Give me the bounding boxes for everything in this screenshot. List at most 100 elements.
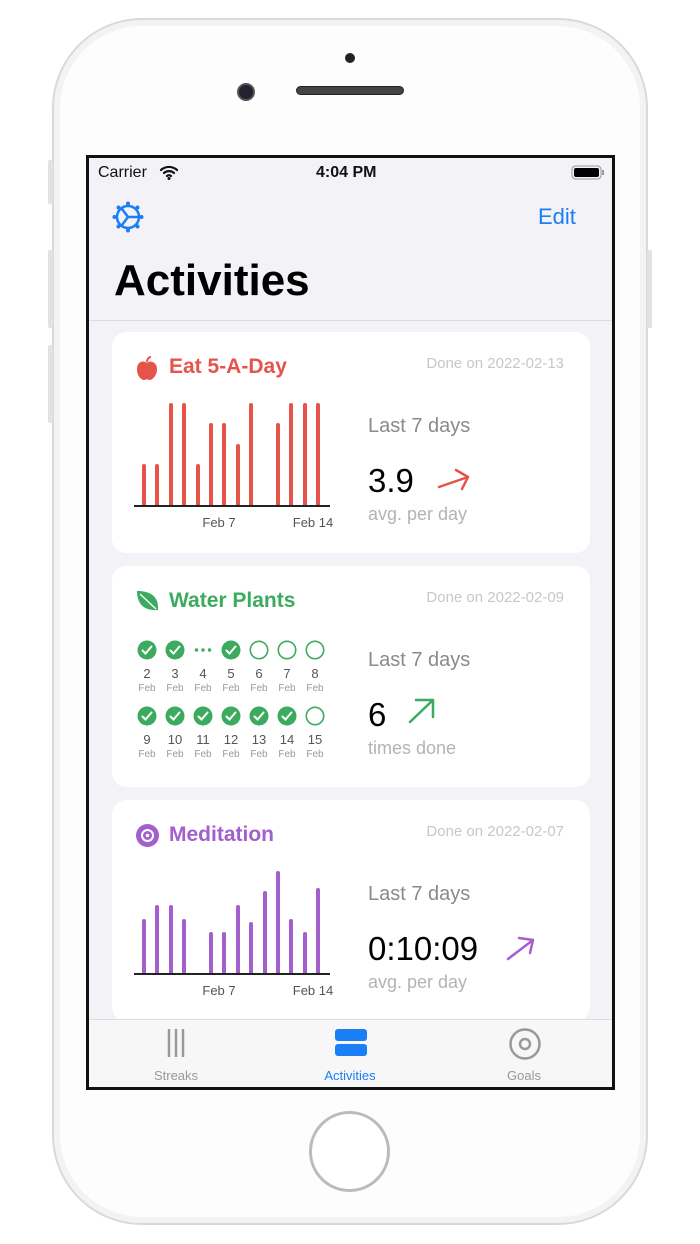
power-button	[647, 250, 652, 328]
gear-icon[interactable]	[111, 200, 145, 234]
check-circle-icon[interactable]	[137, 640, 157, 660]
bar	[276, 871, 280, 973]
bar	[235, 905, 240, 973]
tab-goals[interactable]: Goals	[477, 1020, 572, 1087]
activity-card-meditation[interactable]: Meditation Done on 2022-02-07 Feb 7 Feb …	[112, 800, 590, 1021]
last-done: Done on 2022-02-09	[426, 589, 564, 606]
check-circle-icon[interactable]	[277, 706, 297, 726]
bar	[302, 403, 307, 505]
day-number: 5	[227, 666, 235, 681]
empty-circle-icon[interactable]	[305, 640, 325, 660]
target-icon	[136, 824, 159, 847]
carrier-label: Carrier	[98, 164, 147, 181]
day-number: 3	[171, 666, 179, 681]
streaks-icon	[167, 1029, 185, 1057]
day-number: 9	[143, 732, 151, 747]
earpiece-speaker	[296, 86, 404, 95]
day-month: Feb	[306, 749, 324, 760]
sensor	[345, 53, 355, 63]
tick-label: Feb 7	[202, 983, 236, 998]
day-number: 8	[311, 666, 319, 681]
day-month: Feb	[306, 683, 324, 694]
leaf-icon	[137, 591, 159, 611]
stat-unit: avg. per day	[368, 972, 468, 992]
volume-down-button	[48, 345, 53, 423]
tab-label: Streaks	[153, 1068, 199, 1083]
check-circle-icon[interactable]	[221, 706, 241, 726]
bar	[155, 905, 160, 973]
page-title: Activities	[114, 256, 310, 305]
empty-circle-icon[interactable]	[249, 640, 269, 660]
chart-axis	[134, 505, 330, 507]
check-circle-icon[interactable]	[193, 706, 213, 726]
bar	[168, 905, 173, 973]
bar	[289, 918, 294, 973]
period-label: Last 7 days	[368, 883, 471, 905]
day-number: 13	[251, 732, 267, 747]
stat-unit: avg. per day	[368, 504, 468, 524]
stat-unit: times done	[368, 738, 457, 758]
day-number: 14	[279, 732, 295, 747]
battery-icon	[571, 165, 604, 180]
day-month: Feb	[222, 683, 240, 694]
activity-card-eat[interactable]: Eat 5-A-Day Done on 2022-02-13 Feb 7 Feb…	[112, 332, 590, 553]
empty-circle-icon[interactable]	[277, 640, 297, 660]
bar	[249, 403, 254, 505]
activity-card-water[interactable]: Water Plants Done on 2022-02-09 2 Feb 3 Feb…	[112, 566, 590, 787]
bar	[182, 918, 187, 973]
ellipsis-icon[interactable]	[193, 640, 213, 660]
day-month: Feb	[138, 749, 156, 760]
day-number: 12	[223, 732, 239, 747]
home-button[interactable]	[309, 1111, 390, 1192]
screen: Carrier 4:04 PM Edit Activities Eat 5-A-…	[86, 155, 615, 1090]
tick-label: Feb 7	[202, 515, 236, 530]
tab-streaks[interactable]: Streaks	[129, 1020, 224, 1087]
trend-up-icon	[437, 468, 470, 491]
day-number: 2	[143, 666, 151, 681]
card-title: Eat 5-A-Day	[169, 355, 287, 378]
day-number: 6	[255, 666, 263, 681]
check-circle-icon[interactable]	[221, 640, 241, 660]
edit-button[interactable]: Edit	[538, 204, 576, 229]
bar	[168, 403, 173, 505]
tab-activities[interactable]: Activities	[303, 1020, 398, 1087]
day-month: Feb	[250, 749, 268, 760]
day-month: Feb	[278, 749, 296, 760]
bar	[316, 403, 321, 505]
day-month: Feb	[278, 683, 296, 694]
day-month: Feb	[194, 749, 212, 760]
check-circle-icon[interactable]	[165, 640, 185, 660]
bar	[276, 423, 280, 505]
bar	[155, 464, 160, 505]
card-title: Meditation	[169, 823, 274, 846]
bar	[209, 423, 213, 505]
bar	[222, 423, 227, 505]
bar	[249, 922, 254, 973]
day-month: Feb	[166, 683, 184, 694]
check-circle-icon[interactable]	[165, 706, 185, 726]
empty-circle-icon[interactable]	[305, 706, 325, 726]
day-month: Feb	[250, 683, 268, 694]
day-month: Feb	[138, 683, 156, 694]
day-number: 15	[307, 732, 323, 747]
volume-up-button	[48, 250, 53, 328]
period-label: Last 7 days	[368, 649, 471, 671]
bar	[209, 932, 213, 973]
bar	[142, 464, 146, 505]
front-camera	[237, 83, 255, 101]
mute-switch	[48, 160, 53, 204]
tab-label: Activities	[324, 1068, 376, 1083]
tab-bar: Streaks Activities Goals	[89, 1019, 612, 1087]
day-month: Feb	[222, 749, 240, 760]
tab-label: Goals	[507, 1068, 541, 1083]
stat-value: 6	[368, 696, 387, 733]
bar	[302, 932, 307, 973]
day-number: 4	[199, 666, 207, 681]
tick-label: Feb 14	[292, 515, 334, 530]
check-circle-icon[interactable]	[137, 706, 157, 726]
wifi-icon	[159, 165, 179, 180]
bar	[222, 932, 227, 973]
bar	[195, 464, 200, 505]
day-number: 7	[283, 666, 291, 681]
check-circle-icon[interactable]	[249, 706, 269, 726]
